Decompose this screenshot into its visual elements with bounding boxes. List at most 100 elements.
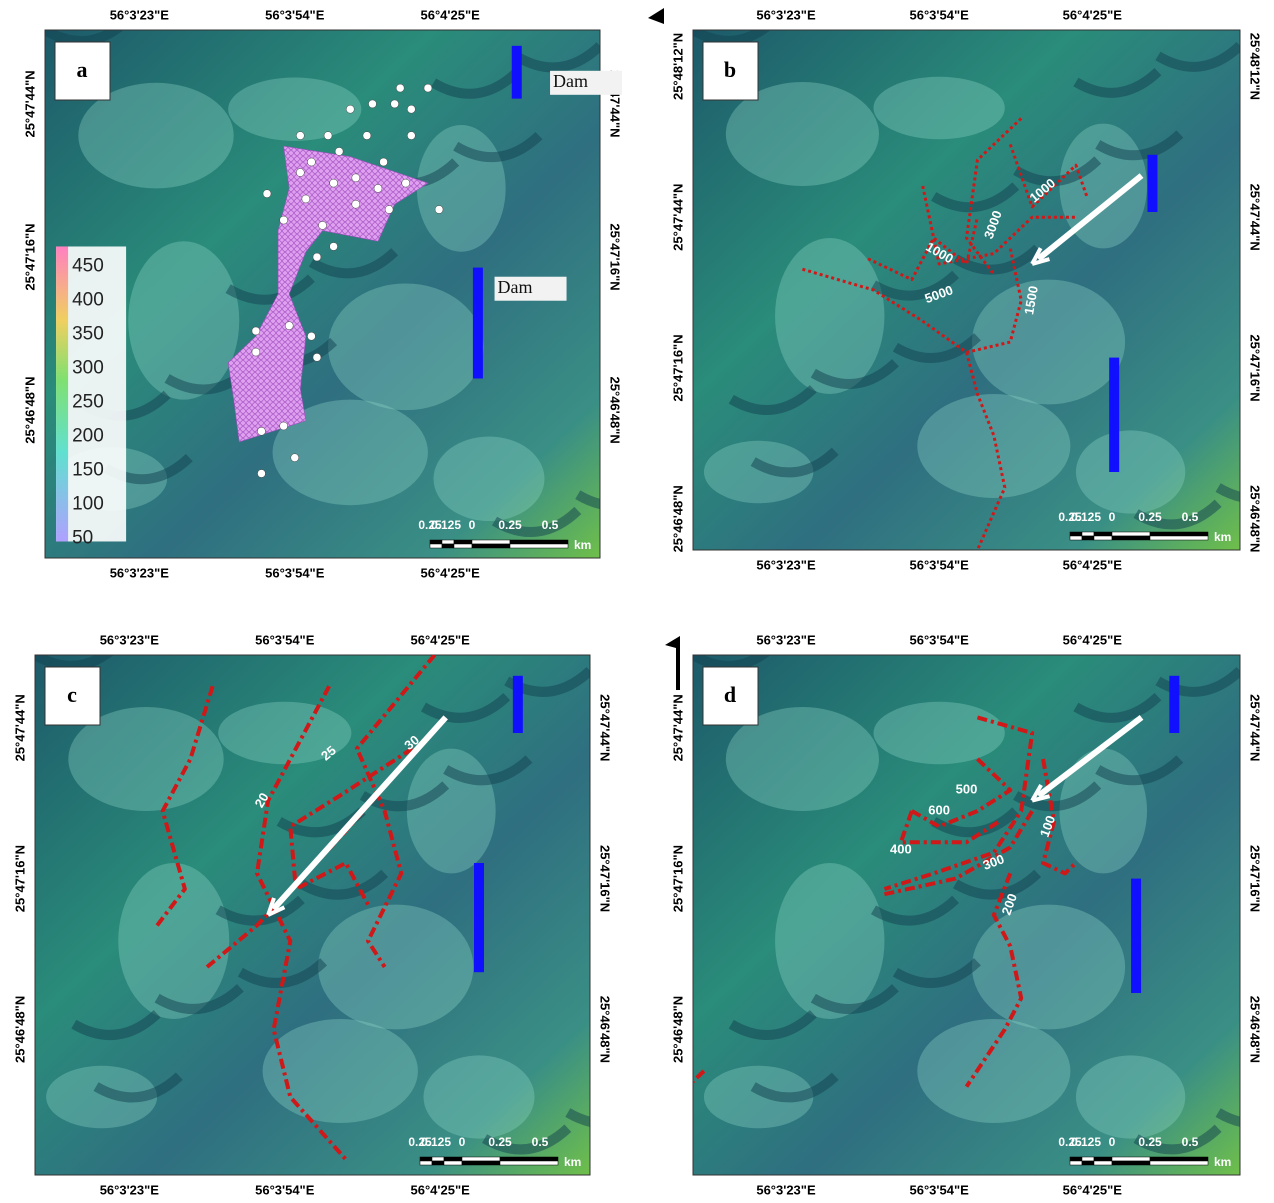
terrain-valley [1133, 499, 1222, 530]
sample-point [346, 104, 355, 114]
terrain-valley [1155, 41, 1240, 72]
terrain-ridge [262, 1019, 418, 1123]
terrain [693, 655, 1240, 1175]
scale-segment [419, 1156, 433, 1162]
longitude-label: 56°3'54"E [910, 7, 970, 22]
terrain-ridge [272, 399, 428, 506]
terrain-valley [1013, 781, 1102, 812]
terrain-valley [93, 1072, 183, 1103]
panel-label: c [67, 682, 77, 707]
terrain-valley [35, 655, 114, 671]
terrain-ridge [118, 863, 230, 1019]
latitude-label: 25°47'16"N [12, 845, 27, 912]
terrain-ridge [433, 436, 545, 522]
scale-label: 0.25 [1058, 1135, 1082, 1149]
latitude-label: 25°47'16"N [670, 845, 685, 912]
panel-label-box [54, 41, 111, 101]
longitude-label: 56°3'54"E [910, 632, 970, 647]
latitude-label: 25°47'44"N [22, 70, 37, 137]
dam [1147, 154, 1158, 212]
scale-segment [1093, 535, 1113, 541]
dam [1169, 675, 1180, 733]
dam [474, 863, 484, 973]
sample-point [362, 131, 372, 140]
scale-label: 0.25 [1138, 1135, 1162, 1149]
terrain-ridge [971, 279, 1126, 405]
terrain-ridge [1075, 430, 1186, 514]
flow-arrow [1036, 173, 1144, 262]
map-frame [44, 29, 601, 559]
scale-label: 0.5 [542, 518, 559, 532]
map-frame [692, 29, 1241, 551]
scale-segment [443, 1156, 463, 1162]
contour-label: 400 [890, 841, 912, 856]
dam [472, 267, 483, 379]
terrain-valley [1133, 1124, 1222, 1155]
scale-segment [461, 1160, 501, 1166]
sample-point [279, 421, 288, 431]
scale-label: 0 [1109, 510, 1116, 524]
latitude-label: 25°46'48"N [1248, 996, 1263, 1063]
contour-line [155, 685, 215, 927]
legend-ramp [56, 246, 69, 542]
terrain-valley [491, 506, 582, 538]
latitude-label: 25°47'44"N [1248, 184, 1263, 251]
sample-point [251, 347, 261, 357]
terrain-valley [870, 270, 960, 301]
terrain-valley [443, 755, 533, 786]
scale-segment [471, 539, 511, 545]
scale-segment [1149, 531, 1209, 537]
latitude-label: 25°46'48"N [12, 996, 27, 1063]
terrain-valley [420, 692, 511, 723]
scale-segment [1081, 535, 1095, 541]
flow-arrow-head [1030, 783, 1051, 803]
contour-label: 200 [999, 891, 1021, 917]
scale-label: 0.125 [431, 518, 461, 532]
latitude-label: 25°47'16"N [1248, 334, 1263, 401]
contour-line [964, 872, 1024, 1088]
sample-point [373, 184, 383, 193]
sample-point [296, 168, 305, 177]
terrain-valley [1073, 67, 1162, 98]
latitude-label: 25°47'44"N [598, 694, 613, 761]
sample-point [384, 205, 394, 214]
terrain-ridge [873, 701, 1005, 765]
sample-point [307, 331, 316, 341]
scale-segment [1149, 1156, 1209, 1162]
latitude-label: 25°48'12"N [670, 33, 685, 100]
north-mark [648, 8, 664, 24]
sample-point [351, 173, 361, 183]
latitude-label: 25°47'44"N [12, 694, 27, 761]
sample-point [301, 194, 311, 204]
latitude-label: 25°46'48"N [608, 377, 623, 444]
scale-segment [1081, 1156, 1095, 1162]
scale-segment [499, 1160, 559, 1166]
latitude-label: 25°47'16"N [670, 334, 685, 401]
legend-label: 300 [72, 357, 104, 378]
north-mark [665, 636, 680, 690]
scale-segment [1093, 1160, 1113, 1166]
sample-point [312, 252, 322, 262]
scale-label: 0.25 [408, 1135, 432, 1149]
sample-point [290, 453, 299, 462]
terrain-ridge [78, 82, 234, 189]
terrain [45, 30, 600, 558]
latitude-label: 25°46'48"N [670, 996, 685, 1063]
panel-label-box [702, 666, 759, 726]
terrain-ridge [725, 82, 879, 186]
terrain-valley [308, 248, 399, 279]
sample-point [284, 321, 294, 330]
scale-label: 0.25 [418, 518, 442, 532]
longitude-label: 56°3'54"E [265, 565, 325, 580]
contour-label: 600 [928, 802, 950, 817]
terrain-ridge [423, 1055, 535, 1139]
sample-point [251, 326, 261, 336]
longitude-label: 56°4'25"E [421, 7, 481, 22]
contour-line [1041, 758, 1078, 876]
scale-segment [1149, 1160, 1209, 1166]
sample-point [329, 178, 338, 188]
scale-unit: km [1214, 530, 1231, 544]
legend-label: 350 [72, 323, 104, 344]
scale-segment [1111, 1156, 1151, 1162]
legend-label: 400 [72, 289, 104, 310]
